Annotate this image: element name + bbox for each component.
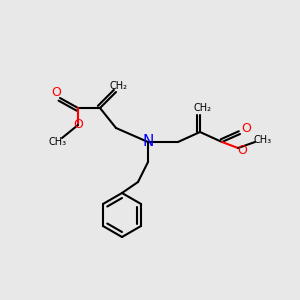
Text: O: O — [237, 143, 247, 157]
Text: O: O — [73, 118, 83, 131]
Text: CH₃: CH₃ — [49, 137, 67, 147]
Text: CH₂: CH₂ — [109, 81, 127, 91]
Text: N: N — [142, 134, 154, 149]
Text: O: O — [51, 85, 61, 98]
Text: CH₃: CH₃ — [254, 135, 272, 145]
Text: CH₂: CH₂ — [193, 103, 211, 113]
Text: O: O — [241, 122, 251, 136]
